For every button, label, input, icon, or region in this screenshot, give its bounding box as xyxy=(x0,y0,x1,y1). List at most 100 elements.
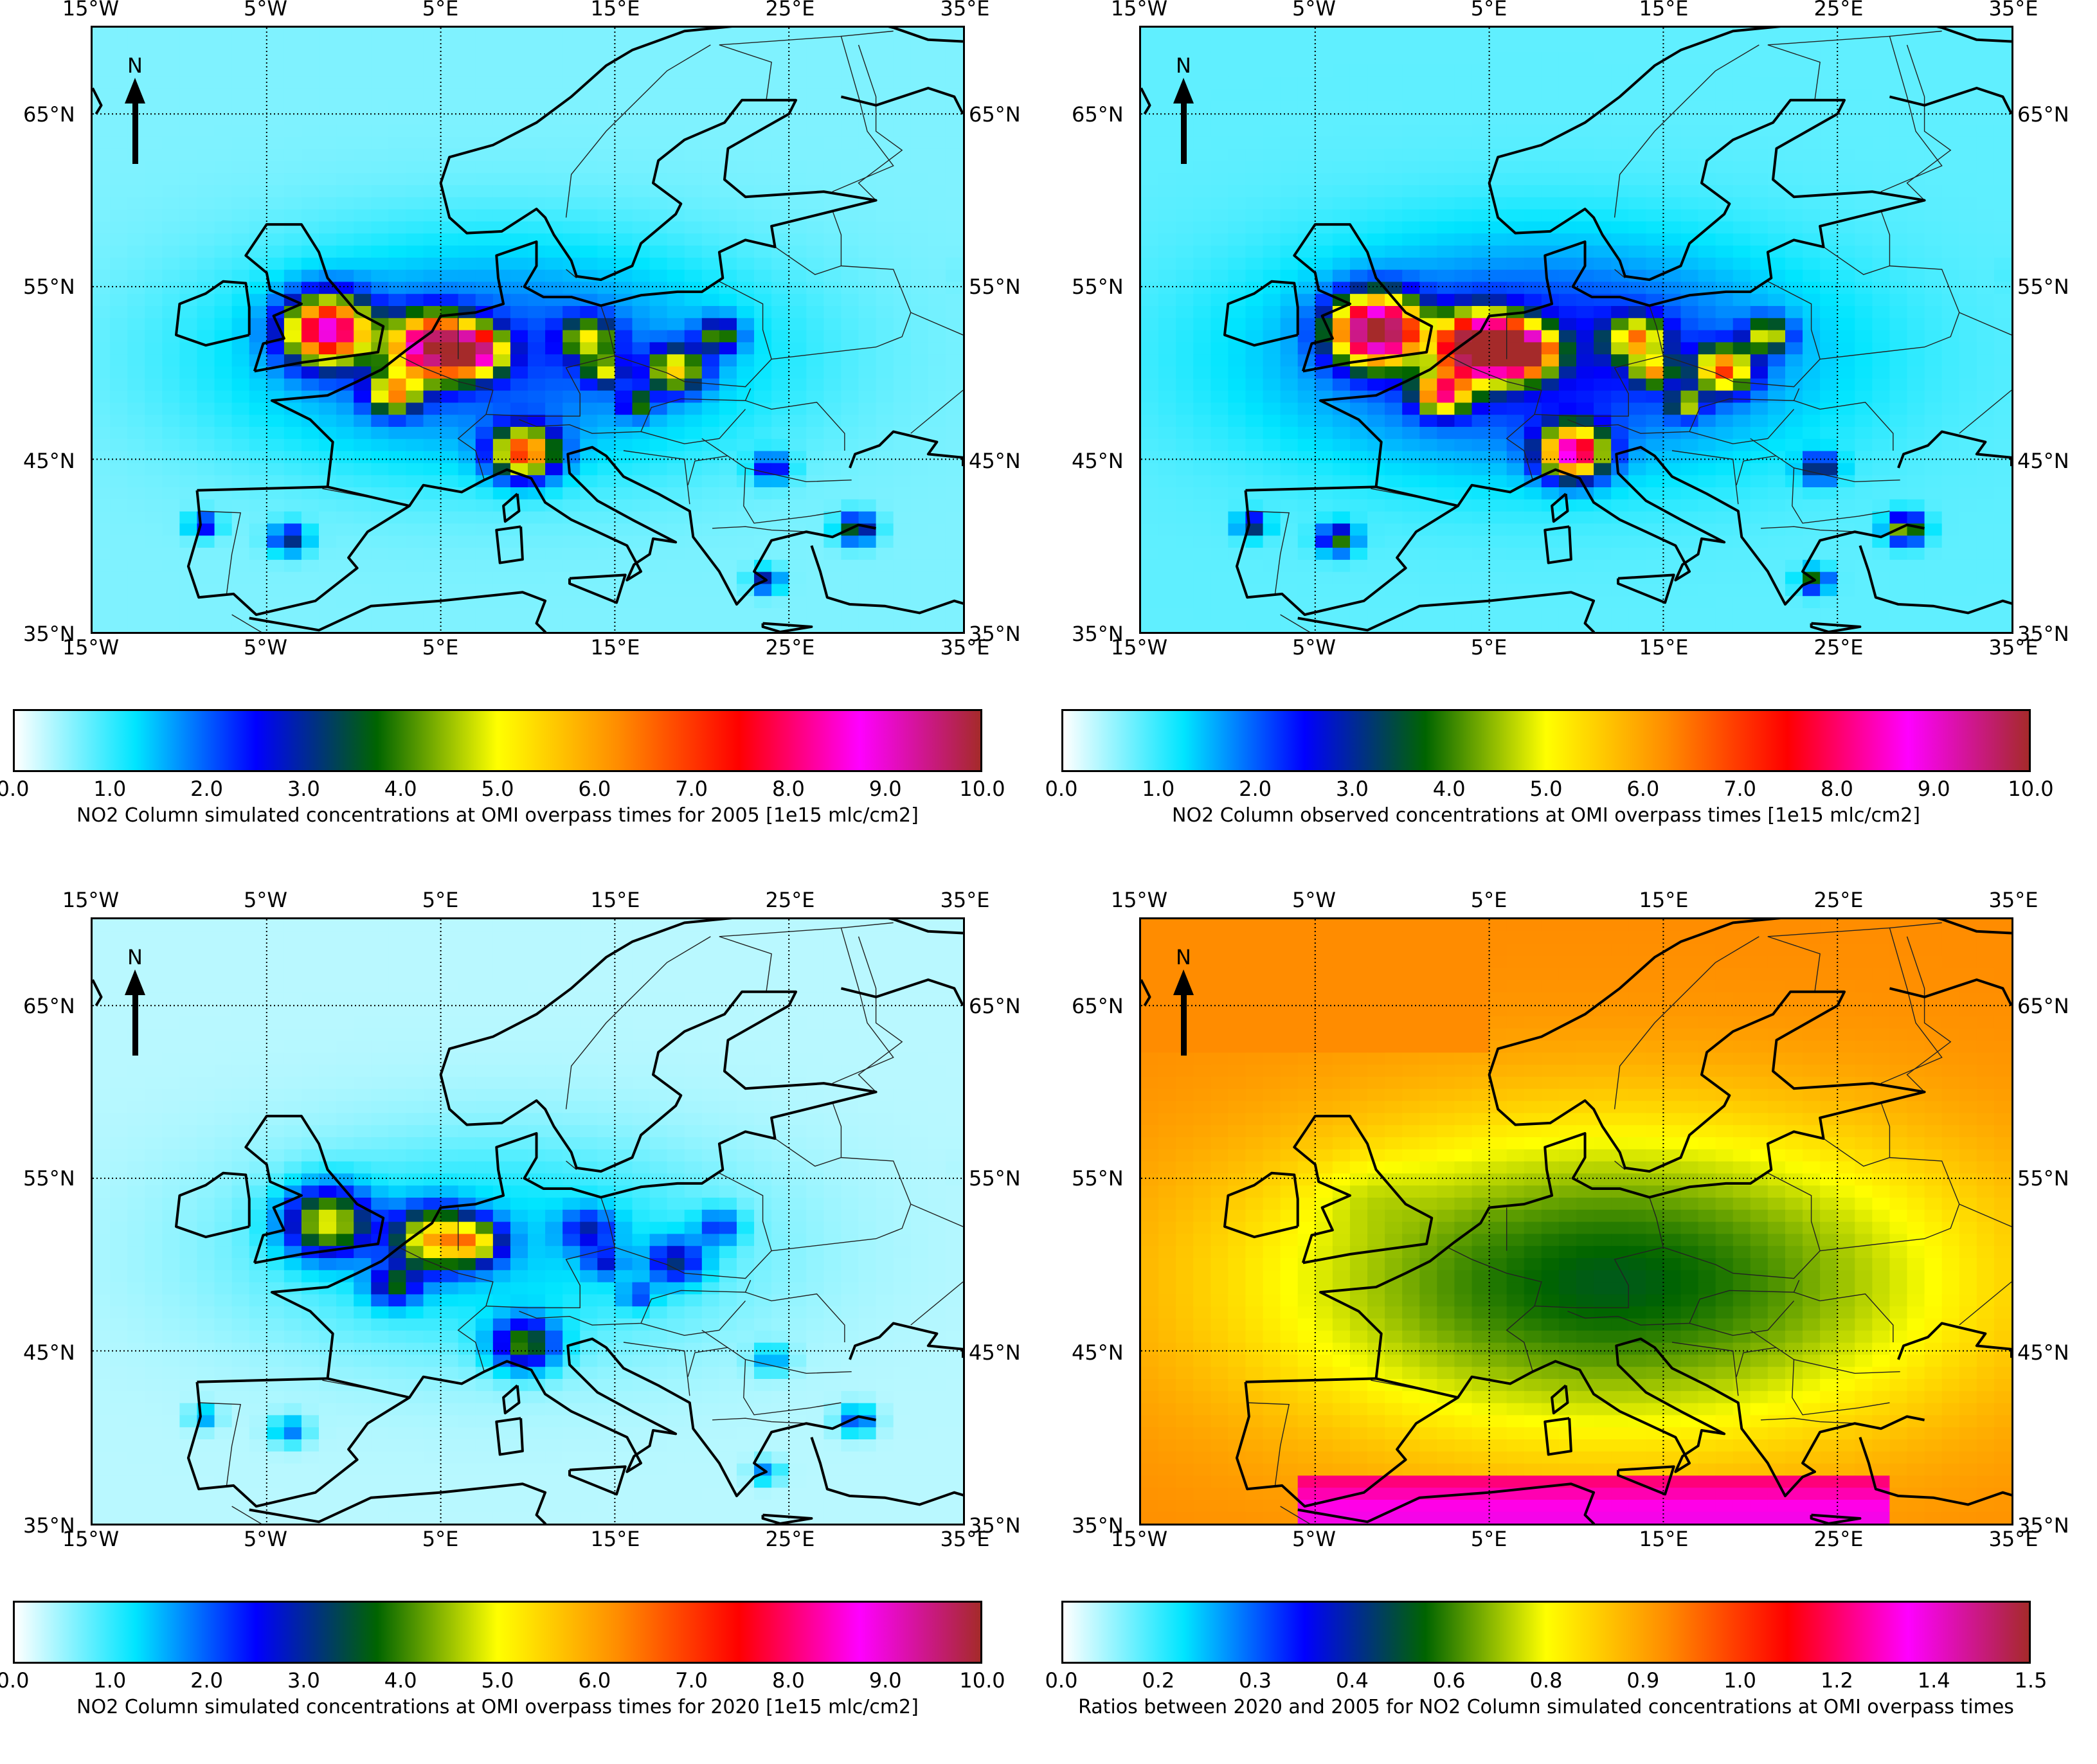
lon-tick-bottom: 5°E xyxy=(1471,635,1508,660)
colorbar-tick-label: 2.0 xyxy=(190,777,223,801)
lat-tick-left: 55°N xyxy=(1072,274,1124,299)
map-frame: N xyxy=(1139,917,2013,1526)
lat-tick-left: 65°N xyxy=(1072,102,1124,127)
colorbar-tick-label: 2.0 xyxy=(190,1668,223,1693)
lat-tick-left: 65°N xyxy=(1072,994,1124,1018)
colorbar-tick-label: 8.0 xyxy=(772,1668,805,1693)
colorbar-tick-label: 6.0 xyxy=(578,777,611,801)
lat-tick-right: 65°N xyxy=(2017,102,2069,127)
lon-tick-top: 25°E xyxy=(766,0,815,21)
colorbar-tick-label: 8.0 xyxy=(772,777,805,801)
colorbar-tick-label: 0.2 xyxy=(1142,1668,1174,1693)
north-label: N xyxy=(1176,945,1191,969)
lon-tick-top: 35°E xyxy=(1989,0,2039,21)
no2-field xyxy=(1141,919,2012,1524)
lon-tick-top: 15°E xyxy=(1639,0,1689,21)
panel-observed: 15°W 5°W 5°E 15°E 25°E 35°E 65°N 55°N 45… xyxy=(1048,0,2097,872)
lon-tick-bottom: 25°E xyxy=(766,635,815,660)
colorbar-tick-label: 10.0 xyxy=(2008,777,2053,801)
colorbar-tick-label: 9.0 xyxy=(1918,777,1950,801)
lon-tick-top: 35°E xyxy=(941,0,990,21)
lon-tick-top: 35°E xyxy=(941,888,990,912)
colorbar-tick-label: 3.0 xyxy=(1336,777,1369,801)
colorbar-tick-label: 4.0 xyxy=(1433,777,1466,801)
lon-tick-top: 5°W xyxy=(244,0,287,21)
no2-field xyxy=(93,919,963,1524)
colorbar-tick-label: 5.0 xyxy=(1530,777,1563,801)
lon-tick-top: 25°E xyxy=(1814,0,1864,21)
colorbar-tick-label: 6.0 xyxy=(578,1668,611,1693)
lat-tick-right: 65°N xyxy=(969,102,1021,127)
lon-tick-bottom: 15°W xyxy=(62,635,119,660)
lat-tick-right: 65°N xyxy=(2017,994,2069,1018)
lat-tick-right: 65°N xyxy=(969,994,1021,1018)
lat-tick-left: 65°N xyxy=(23,102,75,127)
lon-tick-top: 15°W xyxy=(62,888,119,912)
lon-tick-bottom: 5°W xyxy=(1292,635,1336,660)
colorbar-tick-label: 2.0 xyxy=(1239,777,1272,801)
colorbar-label: NO2 Column simulated concentrations at O… xyxy=(13,804,982,828)
colorbar-tick-label: 1.2 xyxy=(1821,1668,1853,1693)
colorbar-tick-label: 1.4 xyxy=(1918,1668,1950,1693)
colorbar-tick-label: 1.0 xyxy=(1724,1668,1756,1693)
colorbar-tick-label: 10.0 xyxy=(959,777,1005,801)
panel-ratio: 15°W 5°W 5°E 15°E 25°E 35°E 65°N 55°N 45… xyxy=(1048,892,2097,1764)
colorbar xyxy=(1061,709,2031,772)
lat-tick-left: 55°N xyxy=(23,1166,75,1191)
lon-tick-bottom: 5°W xyxy=(244,1527,287,1551)
colorbar-tick-label: 4.0 xyxy=(384,777,417,801)
lon-tick-bottom: 5°E xyxy=(422,635,459,660)
colorbar-tick-label: 1.0 xyxy=(93,1668,126,1693)
panel-sim-2020: 15°W 5°W 5°E 15°E 25°E 35°E 65°N 55°N 45… xyxy=(0,892,1048,1764)
lon-tick-bottom: 15°W xyxy=(62,1527,119,1551)
lat-tick-left: 45°N xyxy=(1072,1340,1124,1365)
colorbar-tick-label: 0.8 xyxy=(1530,1668,1563,1693)
colorbar-tick-label: 9.0 xyxy=(869,777,902,801)
lon-tick-bottom: 35°E xyxy=(941,635,990,660)
lon-tick-bottom: 35°E xyxy=(1989,1527,2039,1551)
lat-tick-left: 55°N xyxy=(23,274,75,299)
map-svg: N xyxy=(1141,28,2012,632)
lon-tick-bottom: 5°E xyxy=(422,1527,459,1551)
lon-tick-top: 35°E xyxy=(1989,888,2039,912)
colorbar xyxy=(13,1601,982,1664)
map-svg: N xyxy=(1141,919,2012,1524)
lon-tick-bottom: 15°W xyxy=(1111,635,1167,660)
map-frame: N xyxy=(91,917,965,1526)
lon-tick-top: 25°E xyxy=(766,888,815,912)
north-label: N xyxy=(1176,53,1191,78)
lon-tick-top: 5°E xyxy=(1471,0,1508,21)
lon-tick-top: 5°W xyxy=(1292,0,1336,21)
lon-tick-top: 15°E xyxy=(1639,888,1689,912)
lat-tick-right: 55°N xyxy=(969,274,1021,299)
lon-tick-top: 5°E xyxy=(1471,888,1508,912)
map-svg: N xyxy=(93,28,963,632)
colorbar-tick-label: 3.0 xyxy=(287,1668,320,1693)
lon-tick-bottom: 5°E xyxy=(1471,1527,1508,1551)
colorbar-tick-label: 0.0 xyxy=(1045,777,1078,801)
lat-tick-left: 45°N xyxy=(23,449,75,473)
colorbar-tick-label: 5.0 xyxy=(482,777,514,801)
lon-tick-bottom: 5°W xyxy=(1292,1527,1336,1551)
colorbar-tick-label: 8.0 xyxy=(1821,777,1853,801)
colorbar-tick-label: 0.0 xyxy=(1045,1668,1078,1693)
colorbar-tick-label: 6.0 xyxy=(1626,777,1659,801)
lon-tick-bottom: 15°W xyxy=(1111,1527,1167,1551)
colorbar-tick-label: 5.0 xyxy=(482,1668,514,1693)
lon-tick-top: 15°W xyxy=(1111,888,1167,912)
colorbar-tick-label: 1.0 xyxy=(93,777,126,801)
colorbar-label: Ratios between 2020 and 2005 for NO2 Col… xyxy=(1061,1695,2031,1720)
north-label: N xyxy=(127,945,143,969)
lon-tick-bottom: 25°E xyxy=(1814,1527,1864,1551)
lon-tick-top: 5°E xyxy=(422,888,459,912)
no2-field xyxy=(93,28,963,632)
colorbar-tick-label: 0.0 xyxy=(0,777,29,801)
colorbar-tick-label: 0.3 xyxy=(1239,1668,1272,1693)
north-label: N xyxy=(127,53,143,78)
colorbar-tick-label: 7.0 xyxy=(675,777,708,801)
colorbar-tick-label: 7.0 xyxy=(675,1668,708,1693)
lon-tick-bottom: 35°E xyxy=(1989,635,2039,660)
lon-tick-bottom: 15°E xyxy=(1639,635,1689,660)
lon-tick-top: 25°E xyxy=(1814,888,1864,912)
colorbar-tick-label: 0.4 xyxy=(1336,1668,1369,1693)
